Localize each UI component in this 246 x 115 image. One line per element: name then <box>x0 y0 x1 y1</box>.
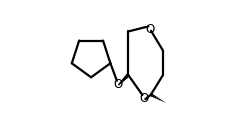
Text: O: O <box>139 91 149 104</box>
Polygon shape <box>119 74 129 85</box>
Text: O: O <box>145 23 154 36</box>
Text: O: O <box>113 77 123 90</box>
